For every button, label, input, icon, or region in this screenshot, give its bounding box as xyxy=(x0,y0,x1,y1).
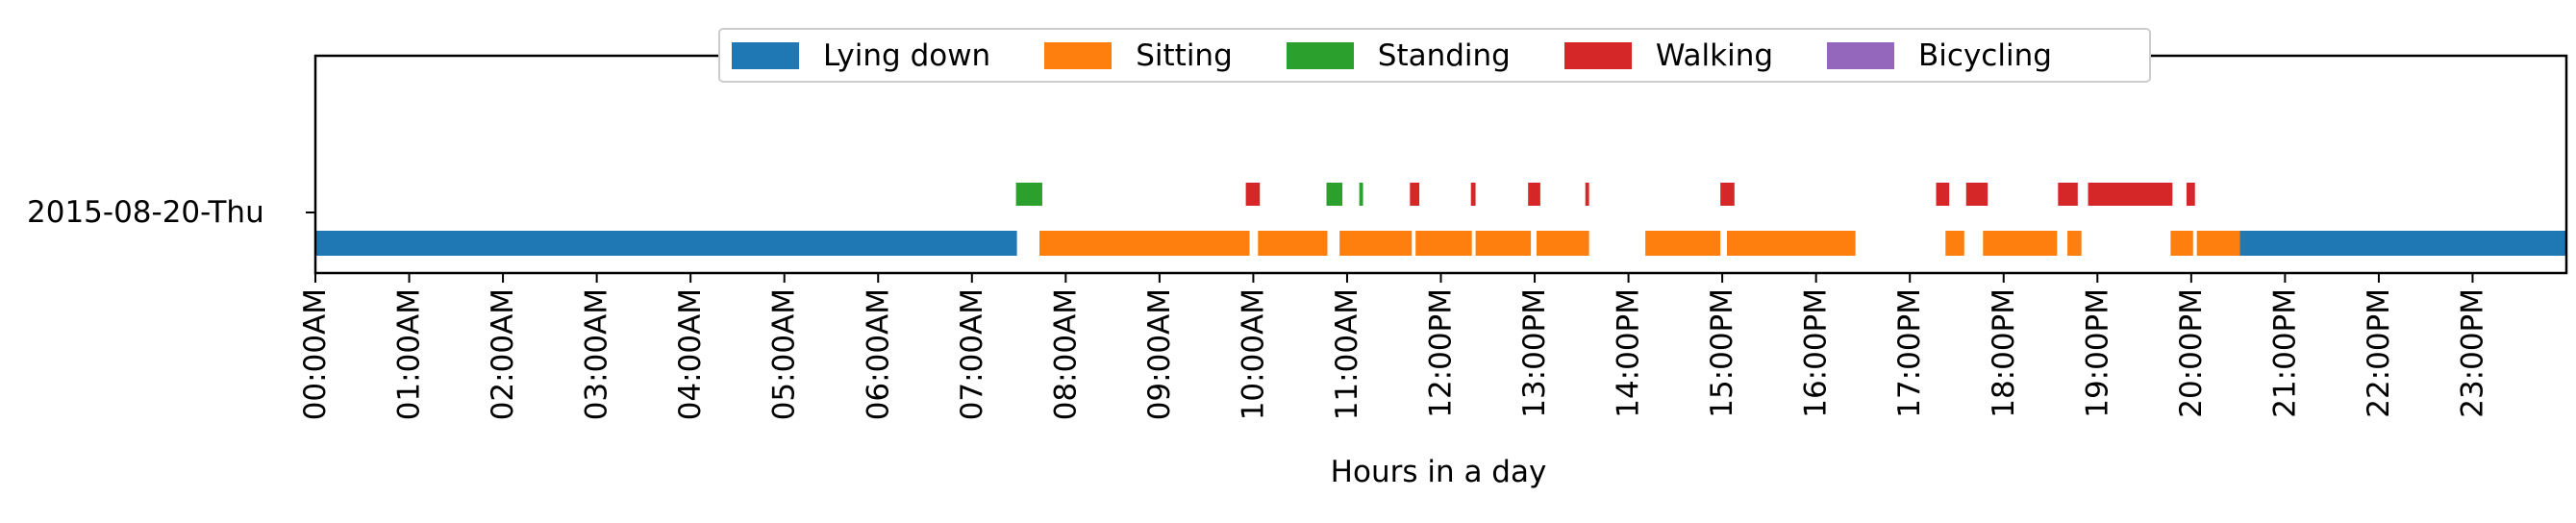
x-tick-label: 04:00AM xyxy=(673,288,708,420)
legend-label: Bicycling xyxy=(1918,37,2052,73)
walking-bar xyxy=(1965,183,1988,206)
x-tick-label: 20:00PM xyxy=(2174,288,2209,418)
walking-bar xyxy=(1245,183,1261,206)
lying-down-bar xyxy=(315,231,1017,256)
legend-item: Walking xyxy=(1563,37,1774,73)
legend-swatch xyxy=(1286,41,1354,69)
x-tick-label: 11:00AM xyxy=(1330,288,1364,420)
x-tick-label: 14:00PM xyxy=(1612,288,1646,418)
x-tick-label: 23:00PM xyxy=(2455,288,2489,418)
walking-bar xyxy=(1720,183,1735,206)
sitting-bar xyxy=(1258,231,1328,256)
walking-bar xyxy=(1410,183,1420,206)
x-tick-label: 05:00AM xyxy=(767,288,802,420)
walking-bar xyxy=(1528,183,1540,206)
sitting-bar xyxy=(1339,231,1413,256)
walking-bar xyxy=(1470,183,1476,206)
x-tick-label: 12:00PM xyxy=(1424,288,1459,418)
legend: Lying down Sitting Standing Walking Bicyclin… xyxy=(718,28,2151,83)
x-tick-label: 01:00AM xyxy=(392,288,427,420)
row-label: 2015-08-20-Thu xyxy=(27,195,264,230)
walking-bar xyxy=(2186,183,2195,206)
x-tick-label: 00:00AM xyxy=(298,288,333,420)
legend-label: Standing xyxy=(1377,37,1511,73)
legend-swatch xyxy=(1044,41,1113,69)
x-tick-label: 21:00PM xyxy=(2267,288,2302,418)
sitting-bar xyxy=(1475,231,1532,256)
sitting-bar xyxy=(1415,231,1472,256)
x-tick-label: 07:00AM xyxy=(955,288,989,420)
walking-bar xyxy=(2088,183,2173,206)
x-tick-label: 10:00AM xyxy=(1236,288,1270,420)
walking-bar xyxy=(1936,183,1950,206)
legend-swatch xyxy=(1827,41,1895,69)
x-tick-label: 15:00PM xyxy=(1705,288,1739,418)
x-tick-label: 09:00AM xyxy=(1142,288,1177,420)
sitting-bar xyxy=(2170,231,2193,256)
legend-swatch xyxy=(732,41,799,69)
legend-item: Bicycling xyxy=(1827,38,2052,73)
standing-bar xyxy=(1326,183,1343,206)
legend-label: Walking xyxy=(1655,37,1774,73)
legend-swatch xyxy=(1563,41,1632,69)
lying-down-bar xyxy=(2236,231,2566,256)
legend-item: Standing xyxy=(1286,37,1511,73)
legend-label: Sitting xyxy=(1136,37,1233,73)
x-tick-label: 03:00AM xyxy=(580,288,614,420)
legend-label: Lying down xyxy=(823,37,991,73)
sitting-bar xyxy=(1727,231,1856,256)
x-tick-label: 16:00PM xyxy=(1799,288,1834,418)
sitting-bar xyxy=(2067,231,2082,256)
legend-item: Sitting xyxy=(1044,38,1233,73)
sitting-bar xyxy=(2196,231,2240,256)
sitting-bar xyxy=(1039,231,1250,256)
x-axis-label: Hours in a day xyxy=(1330,455,1547,489)
x-tick-label: 18:00PM xyxy=(1987,288,2021,418)
sitting-bar xyxy=(1945,231,1964,256)
legend-item: Lying down xyxy=(732,38,990,73)
sitting-bar xyxy=(1983,231,2058,256)
standing-bar xyxy=(1359,183,1363,206)
x-tick-label: 22:00PM xyxy=(2362,288,2396,418)
x-tick-label: 02:00AM xyxy=(486,288,520,420)
walking-bar xyxy=(1585,183,1589,206)
x-tick-label: 17:00PM xyxy=(1892,288,1927,418)
sitting-bar xyxy=(1536,231,1589,256)
sitting-bar xyxy=(1645,231,1721,256)
x-tick-label: 06:00AM xyxy=(861,288,895,420)
standing-bar xyxy=(1015,183,1042,206)
x-tick-label: 08:00AM xyxy=(1048,288,1083,420)
x-tick-label: 13:00PM xyxy=(1517,288,1552,418)
x-tick-label: 19:00PM xyxy=(2080,288,2114,418)
walking-bar xyxy=(2058,183,2078,206)
